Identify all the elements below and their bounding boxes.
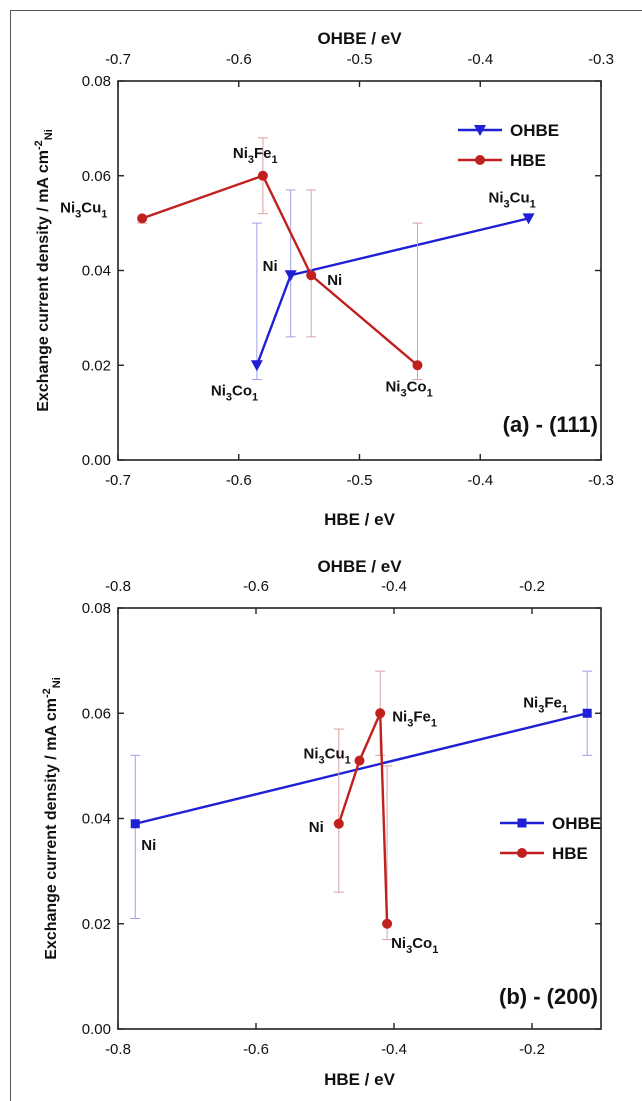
x2-tick-label: -0.6 <box>243 578 269 595</box>
series-hbe: Ni3Cu1 Ni3Fe1 Ni Ni3Co1 <box>60 137 433 399</box>
x-tick-label: -0.5 <box>347 472 373 489</box>
y-tick-label: 0.08 <box>82 73 111 90</box>
x-tick-label: -0.8 <box>105 1041 131 1058</box>
y-tick-label: 0.04 <box>82 263 111 280</box>
x2-tick-label: -0.7 <box>105 51 131 68</box>
point-label: Ni <box>141 837 156 854</box>
point-label: Ni3Fe1 <box>233 145 278 166</box>
data-point <box>333 818 344 829</box>
data-point <box>130 819 140 829</box>
x2-tick-label: -0.2 <box>519 578 545 595</box>
chart-panel-b: -0.8 -0.6 -0.4 -0.2 -0.8 -0.6 -0.4 -0.2 0.00 0.02… <box>41 557 602 1089</box>
data-point <box>257 170 268 181</box>
y-tick-label: 0.02 <box>82 357 111 374</box>
x-tick-label: -0.4 <box>381 1041 407 1058</box>
series-line <box>141 174 419 367</box>
point-label: Ni3Fe1 <box>523 694 568 715</box>
y-axis-label: Exchange current density / mA cm-2Ni <box>33 129 55 412</box>
data-point <box>375 708 386 719</box>
point-label: Ni <box>263 258 278 275</box>
x-tick-label: -0.6 <box>226 472 252 489</box>
panel-label: (b) - (200) <box>499 984 598 1009</box>
y-tick-label: 0.00 <box>82 452 111 469</box>
x-axis-label: HBE / eV <box>324 510 396 529</box>
x2-tick-label: -0.5 <box>347 51 373 68</box>
x-tick-label: -0.3 <box>588 472 614 489</box>
point-label: Ni3Cu1 <box>60 199 107 220</box>
y-tick-label: 0.04 <box>82 811 111 828</box>
legend-marker <box>474 125 486 136</box>
point-label: Ni3Co1 <box>391 935 438 956</box>
y-tick-label: 0.06 <box>82 705 111 722</box>
point-label: Ni <box>309 819 324 836</box>
x2-tick-label: -0.8 <box>105 578 131 595</box>
data-point <box>306 270 317 281</box>
data-point <box>522 213 535 225</box>
x-tick-label: -0.6 <box>243 1041 269 1058</box>
point-label: Ni3Co1 <box>211 382 258 403</box>
x-tick-label: -0.4 <box>467 472 493 489</box>
chart-panel-a: -0.7 -0.6 -0.5 -0.4 -0.3 -0.7 -0.6 -0.5 -0.4 -0.3… <box>33 29 614 529</box>
x2-axis-label: OHBE / eV <box>317 29 402 48</box>
series-line <box>337 712 389 924</box>
legend: OHBE HBE <box>458 121 559 170</box>
x2-axis-label: OHBE / eV <box>317 557 402 576</box>
data-point <box>582 708 592 718</box>
legend: OHBE HBE <box>500 814 601 863</box>
x2-tick-label: -0.4 <box>381 578 407 595</box>
legend-label: OHBE <box>510 121 559 140</box>
x-tick-label: -0.2 <box>519 1041 545 1058</box>
series-ohbe: Ni3Co1 Ni Ni3Cu1 <box>211 189 536 403</box>
data-point <box>412 360 423 371</box>
point-label: Ni3Cu1 <box>304 746 351 767</box>
data-point <box>382 918 393 929</box>
data-point <box>250 360 263 372</box>
legend-marker <box>517 818 527 828</box>
data-point <box>284 270 297 282</box>
data-point <box>354 755 365 766</box>
series-ohbe: Ni Ni3Fe1 <box>130 670 593 919</box>
point-label: Ni <box>327 272 342 289</box>
x-axis-label: HBE / eV <box>324 1070 396 1089</box>
plot-area <box>117 607 602 1030</box>
x2-tick-label: -0.3 <box>588 51 614 68</box>
legend-label: HBE <box>552 844 588 863</box>
legend-label: HBE <box>510 151 546 170</box>
data-point <box>137 213 148 224</box>
legend-marker <box>517 848 527 858</box>
x-tick-label: -0.7 <box>105 472 131 489</box>
point-label: Ni3Fe1 <box>392 708 437 729</box>
point-label: Ni3Co1 <box>385 378 432 399</box>
y-tick-label: 0.06 <box>82 168 111 185</box>
y-axis-label: Exchange current density / mA cm-2Ni <box>41 677 63 960</box>
series-hbe: Ni Ni3Cu1 Ni3Fe1 Ni3Co1 <box>304 670 438 956</box>
figure-frame <box>10 10 642 1101</box>
legend-label: OHBE <box>552 814 601 833</box>
series-line <box>134 712 588 825</box>
y-tick-label: 0.00 <box>82 1021 111 1038</box>
point-label: Ni3Cu1 <box>489 189 536 210</box>
x2-tick-label: -0.4 <box>467 51 493 68</box>
panel-label: (a) - (111) <box>503 412 598 437</box>
y-tick-label: 0.02 <box>82 916 111 933</box>
legend-marker <box>475 155 485 165</box>
x2-tick-label: -0.6 <box>226 51 252 68</box>
y-tick-label: 0.08 <box>82 600 111 617</box>
